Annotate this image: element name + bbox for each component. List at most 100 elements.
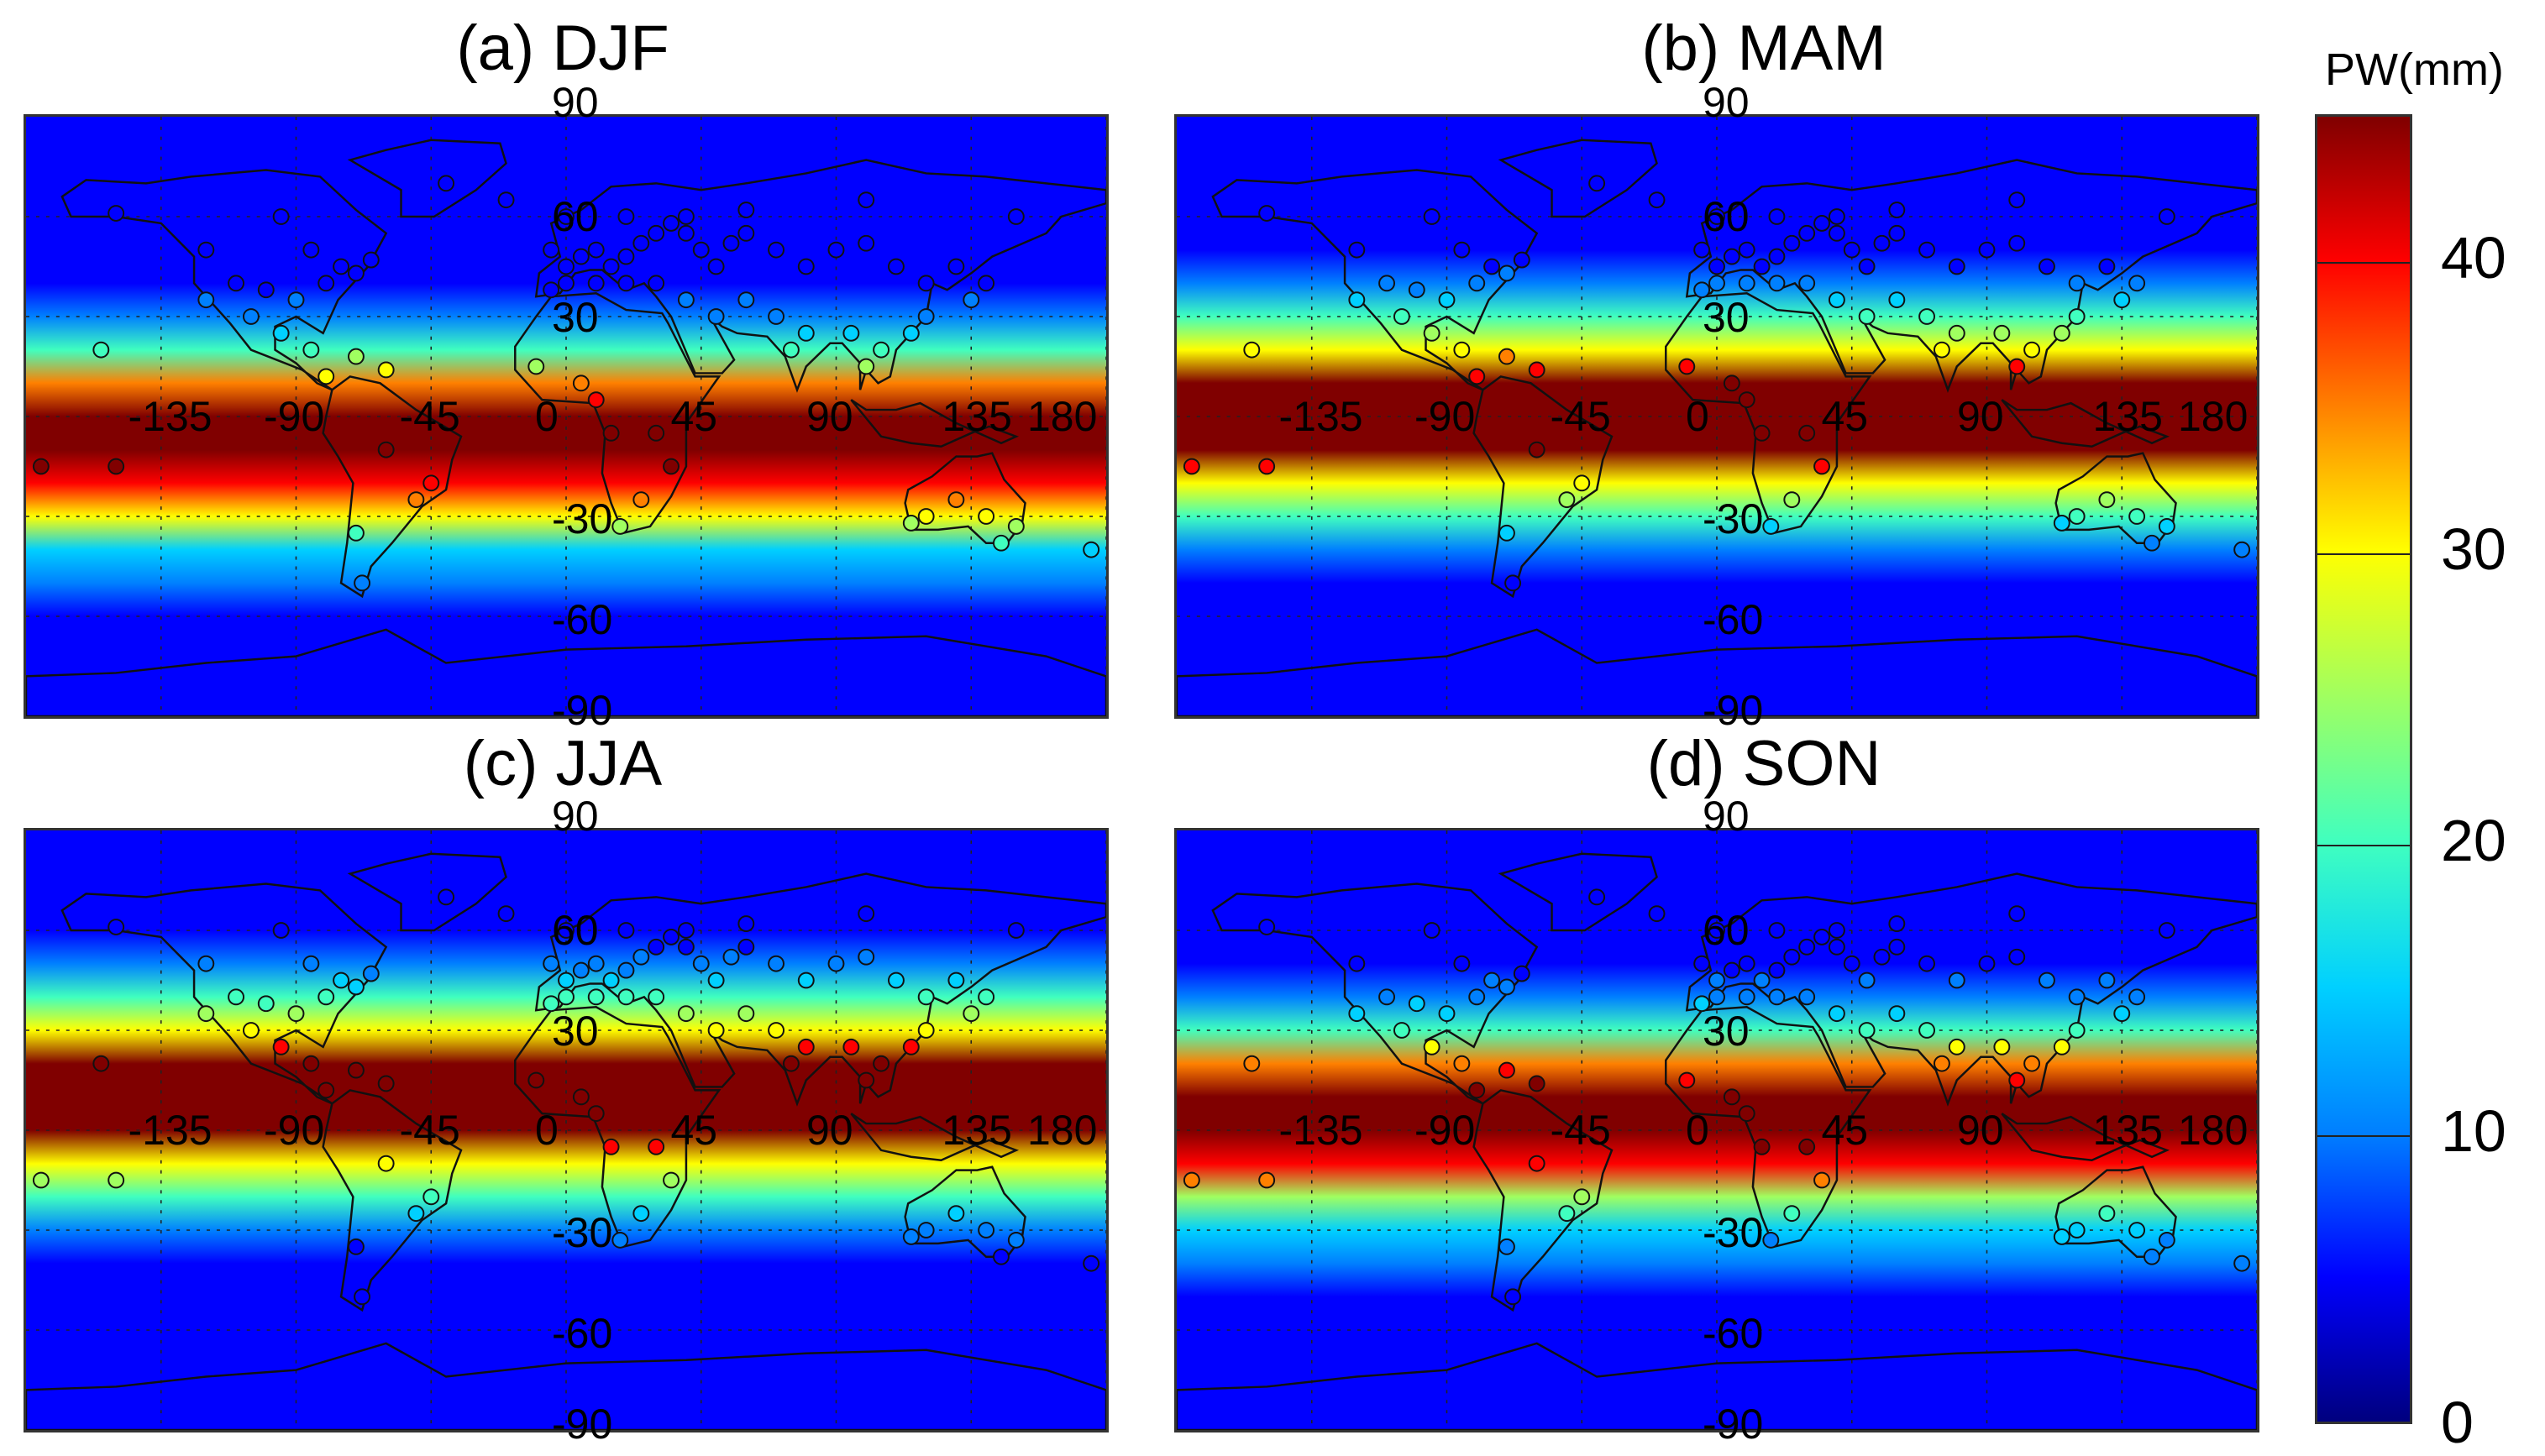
station-marker [1453, 1055, 1471, 1072]
station-marker [1183, 1171, 1200, 1189]
station-marker [1768, 275, 1786, 292]
station-marker [1423, 208, 1440, 225]
station-marker [1468, 275, 1486, 292]
lat-label: -90 [1703, 687, 1764, 734]
lon-label: 180 [2178, 393, 2249, 440]
lat-label: -90 [552, 687, 613, 734]
station-marker [1648, 905, 1666, 923]
station-marker [873, 1055, 890, 1072]
station-marker [2144, 1248, 2160, 1265]
station-marker [1948, 1038, 1965, 1055]
station-marker [543, 241, 560, 259]
colorbar-tick-label: 10 [2441, 1098, 2506, 1165]
lon-label: -45 [399, 393, 460, 440]
station-marker [272, 922, 290, 939]
station-marker [1993, 1038, 2011, 1055]
coastline-africa [514, 291, 722, 535]
station-marker [1798, 275, 1816, 292]
station-marker [1468, 988, 1486, 1006]
station-marker [354, 1288, 371, 1306]
lon-label: -90 [1414, 393, 1476, 440]
station-marker [2128, 275, 2146, 292]
map-panel-djf: -135 -90 -45 0 45 90 135 180 90 60 30 -30 -60 -90 [24, 79, 1109, 734]
coastline-antarctica [1177, 628, 2257, 716]
station-marker [648, 224, 665, 242]
station-marker [768, 955, 785, 972]
colorbar-tick-line [2317, 553, 2410, 555]
station-marker [2053, 1038, 2070, 1055]
station-marker [602, 424, 620, 442]
station-marker [572, 961, 590, 979]
lon-label: 45 [670, 1107, 718, 1154]
station-marker [602, 258, 620, 275]
station-marker [1573, 1188, 1591, 1206]
station-marker [1708, 258, 1725, 275]
station-marker [1918, 308, 1936, 325]
station-marker [1468, 368, 1486, 385]
station-marker [617, 961, 635, 979]
station-marker [407, 1205, 425, 1223]
station-marker [362, 251, 380, 269]
station-marker [1753, 258, 1771, 275]
station-marker [587, 391, 605, 409]
map-panel-jja: -135 -90 -45 0 45 90 135 180 90 60 30 -30 -60 -90 [24, 793, 1109, 1448]
station-marker [858, 358, 875, 375]
lat-label: -90 [552, 1401, 613, 1448]
colorbar-tick-line [2317, 844, 2410, 846]
lat-label: -30 [1703, 495, 1764, 542]
station-marker [797, 1038, 815, 1055]
station-marker [438, 888, 455, 906]
station-marker [2068, 988, 2086, 1006]
station-marker [1007, 1231, 1025, 1249]
station-marker [617, 988, 635, 1006]
coastline-north-america [60, 169, 388, 391]
station-marker [302, 955, 320, 972]
station-marker [1738, 241, 1755, 259]
station-marker [617, 275, 635, 292]
station-marker [422, 474, 440, 492]
station-marker [917, 988, 935, 1006]
station-marker [737, 1005, 755, 1023]
station-marker [1828, 922, 1845, 939]
map-canvas [1177, 117, 2257, 716]
station-marker [558, 922, 575, 939]
station-marker [1708, 208, 1725, 225]
station-marker [902, 515, 920, 532]
station-marker [1723, 248, 1740, 265]
coastline-antarctica [26, 628, 1106, 716]
station-marker [632, 1205, 650, 1223]
station-marker [947, 972, 965, 989]
coastline-north-america [1211, 169, 1539, 391]
station-marker [1858, 972, 1876, 989]
station-marker [2008, 905, 2026, 923]
station-marker [993, 1248, 1010, 1265]
station-marker [1083, 1254, 1100, 1272]
station-marker [887, 972, 905, 989]
station-marker [302, 341, 320, 359]
station-marker [677, 208, 695, 225]
station-marker [947, 1205, 965, 1223]
station-marker [497, 905, 515, 923]
station-marker [947, 491, 965, 509]
station-marker [527, 1071, 545, 1089]
lon-label: -135 [128, 1107, 213, 1154]
station-marker [1513, 251, 1530, 269]
station-marker [197, 241, 215, 259]
coastline-indonesia [850, 1113, 1020, 1161]
panel-title-d: (d) SON [1646, 728, 1881, 799]
station-marker [917, 1022, 935, 1039]
station-marker [1393, 308, 1410, 325]
station-marker [611, 517, 629, 535]
station-marker [1873, 234, 1891, 252]
station-marker [1408, 995, 1425, 1013]
station-marker [1783, 491, 1801, 509]
station-marker [2023, 1055, 2041, 1072]
station-marker [1738, 275, 1755, 292]
station-marker [648, 424, 665, 442]
station-marker [1588, 175, 1606, 192]
station-marker [1678, 1071, 1696, 1089]
station-marker [1438, 291, 1456, 309]
station-marker [737, 224, 755, 242]
lon-label: 0 [1686, 1107, 1709, 1154]
lon-label: 180 [2178, 1107, 2249, 1154]
